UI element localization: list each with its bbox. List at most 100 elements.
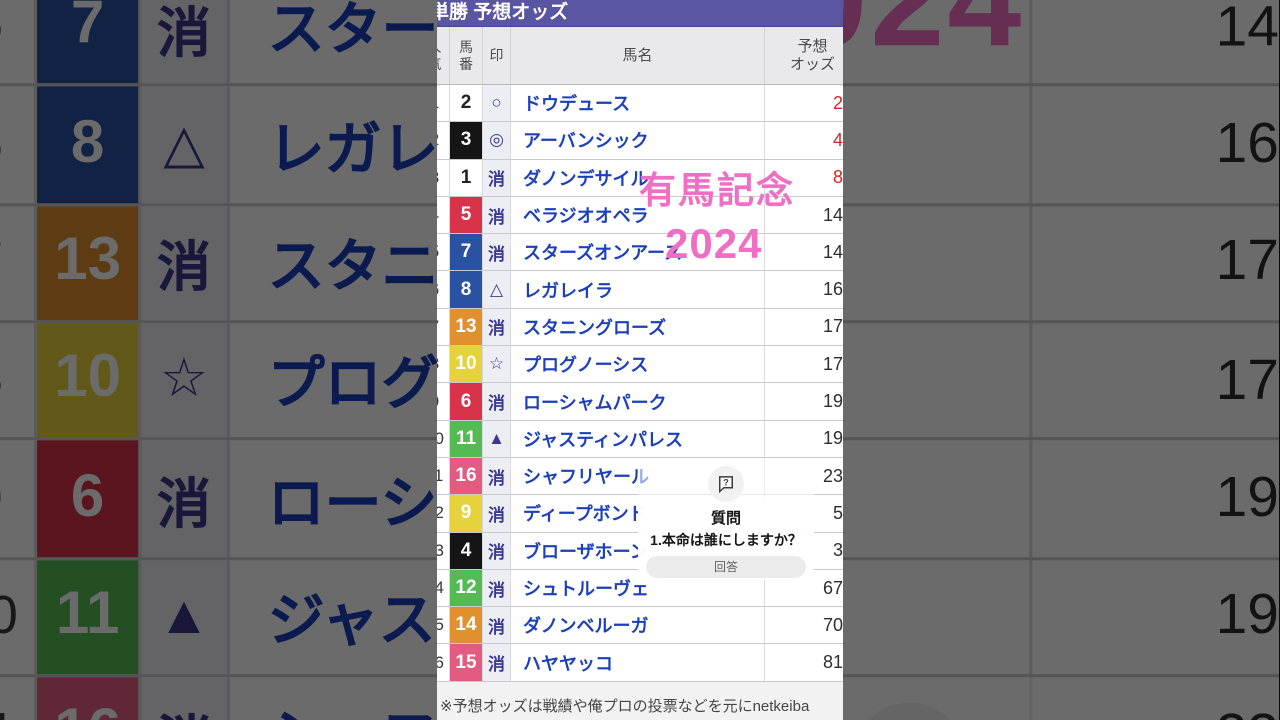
horse-name: ダノンデサイル (511, 159, 765, 196)
predicted-odds-value: 67.7 (822, 577, 843, 598)
popularity-rank: 9 (437, 383, 450, 420)
table-row: 2 3 ◎ アーバンシック 4.5 (437, 122, 843, 160)
table-header-row: 人 気 馬 番 印 馬名 予想 オッズ (437, 27, 843, 85)
predicted-odds-value: 17.4 (822, 353, 843, 374)
question-bubble-icon: ? (708, 466, 744, 502)
prediction-mark: 消 (483, 196, 511, 234)
horse-number-badge: 13 (450, 308, 483, 346)
prediction-mark: 消 (483, 569, 511, 607)
horse-name: アーバンシック (511, 122, 765, 159)
horse-number-badge: 4 (450, 532, 483, 569)
popularity-rank: 5 (437, 234, 450, 271)
horse-name: プログノーシス (511, 346, 765, 383)
race-title-overlay: 有馬記念 (639, 170, 795, 211)
popularity-rank: 11 (437, 457, 450, 495)
prediction-mark: 消 (483, 607, 511, 644)
horse-name: ジャスティンパレス (511, 420, 765, 457)
prediction-mark: 消 (483, 234, 511, 271)
table-row: 1 2 ○ ドウデュース 2.1 (437, 85, 843, 123)
horse-number-badge: 5 (450, 196, 483, 234)
horse-name: レガレイラ (511, 271, 765, 308)
table-row: 16 15 消 ハヤヤッコ 81.1 (437, 644, 843, 682)
popularity-rank: 14 (437, 569, 450, 607)
horse-number-badge: 7 (450, 234, 483, 271)
horse-name: ハヤヤッコ (511, 644, 765, 681)
poll-question-text: 1.本命は誰にしますか？ (650, 532, 802, 548)
predicted-odds-value: 17.2 (822, 316, 843, 337)
header-rank: 人 気 (437, 27, 450, 84)
predicted-odds-value: 19.8 (822, 391, 843, 412)
horse-number-badge: 6 (450, 383, 483, 420)
popularity-rank: 1 (437, 85, 450, 122)
horse-number-badge: 16 (450, 457, 483, 495)
table-row: 7 13 消 スタニングローズ 17.2 (437, 308, 843, 347)
horse-number-badge: 2 (450, 85, 483, 122)
poll-heading: 質問 (710, 510, 741, 527)
predicted-odds-value: 5.8 (832, 502, 843, 523)
predicted-odds-value: 14.0 (822, 204, 843, 225)
predicted-odds-value: 19.9 (822, 428, 843, 449)
horse-number-badge: 8 (450, 271, 483, 308)
popularity-rank: 2 (437, 122, 450, 159)
svg-text:?: ? (723, 478, 729, 488)
prediction-mark: 消 (483, 644, 511, 681)
popularity-rank: 13 (437, 532, 450, 569)
table-row: 6 8 △ レガレイラ 16.8 (437, 271, 843, 309)
prediction-mark: 消 (483, 457, 511, 495)
horse-number-badge: 1 (450, 159, 483, 196)
race-year-overlay: 2024 (665, 220, 763, 267)
prediction-mark: 消 (483, 495, 511, 532)
table-row: 15 14 消 ダノンベルーガ 70.2 (437, 607, 843, 645)
popularity-rank: 10 (437, 420, 450, 457)
horse-name: ローシャムパーク (511, 383, 765, 420)
popularity-rank: 4 (437, 196, 450, 234)
table-row: 10 11 ▲ ジャスティンパレス 19.9 (437, 420, 843, 458)
prediction-mark: 消 (483, 308, 511, 346)
question-sticker[interactable]: ? 質問 1.本命は誰にしますか？ 回答 (638, 458, 814, 580)
table-row: 4 5 消 ベラジオオペラ 14.0 (437, 196, 843, 235)
odds-screenshot: 単勝 予想オッズ 人 気 馬 番 印 馬名 予想 オッズ 1 2 ○ ドウデュー… (437, 0, 843, 720)
prediction-mark: ☆ (483, 346, 511, 383)
prediction-mark: ◎ (483, 122, 511, 159)
popularity-rank: 8 (437, 346, 450, 383)
table-row: 8 10 ☆ プログノーシス 17.4 (437, 346, 843, 384)
horse-number-badge: 14 (450, 607, 483, 644)
popularity-rank: 16 (437, 644, 450, 681)
popularity-rank: 3 (437, 159, 450, 196)
prediction-mark: ▲ (483, 420, 511, 457)
popularity-rank: 12 (437, 495, 450, 532)
table-row: 9 6 消 ローシャムパーク 19.8 (437, 383, 843, 421)
table-row: 5 7 消 スターズオンアース 14.4 (437, 234, 843, 272)
popularity-rank: 7 (437, 308, 450, 346)
prediction-mark: 消 (483, 532, 511, 569)
predicted-odds-value: 3.0 (832, 540, 843, 561)
answer-button[interactable]: 回答 (646, 556, 806, 578)
table-title-bar: 単勝 予想オッズ (437, 0, 843, 27)
prediction-mark: 消 (483, 383, 511, 420)
predicted-odds-value: 8.6 (832, 167, 843, 188)
predicted-odds-value: 81.1 (822, 652, 843, 673)
horse-name: ダノンベルーガ (511, 607, 765, 644)
horse-name: スタニングローズ (511, 308, 765, 346)
predicted-odds-value: 4.5 (832, 129, 843, 150)
predicted-odds-value: 14.4 (822, 241, 843, 262)
header-horse-name: 馬名 (511, 27, 765, 84)
horse-number-badge: 15 (450, 644, 483, 681)
horse-name: ベラジオオペラ (511, 196, 765, 234)
predicted-odds-value: 16.8 (822, 279, 843, 300)
odds-disclaimer-note: ※予想オッズは戦績や俺プロの投票などを元にnetkeiba (437, 681, 843, 720)
prediction-mark: ○ (483, 85, 511, 122)
horse-number-badge: 9 (450, 495, 483, 532)
table-body: 1 2 ○ ドウデュース 2.1 2 3 ◎ アーバンシック 4.5 (437, 85, 843, 682)
horse-name: シュトルーヴェ (511, 569, 765, 607)
predicted-odds-value: 23.5 (822, 465, 843, 486)
horse-number-badge: 3 (450, 122, 483, 159)
odds-table: 人 気 馬 番 印 馬名 予想 オッズ 1 2 ○ ドウデュース 2.1 (437, 27, 843, 720)
table-row: 3 1 消 ダノンデサイル 8.6 (437, 159, 843, 197)
header-horse-number: 馬 番 (450, 27, 483, 84)
prediction-mark: 消 (483, 159, 511, 196)
header-mark: 印 (483, 27, 511, 84)
horse-number-badge: 11 (450, 420, 483, 457)
horse-name: スターズオンアース (511, 234, 765, 271)
